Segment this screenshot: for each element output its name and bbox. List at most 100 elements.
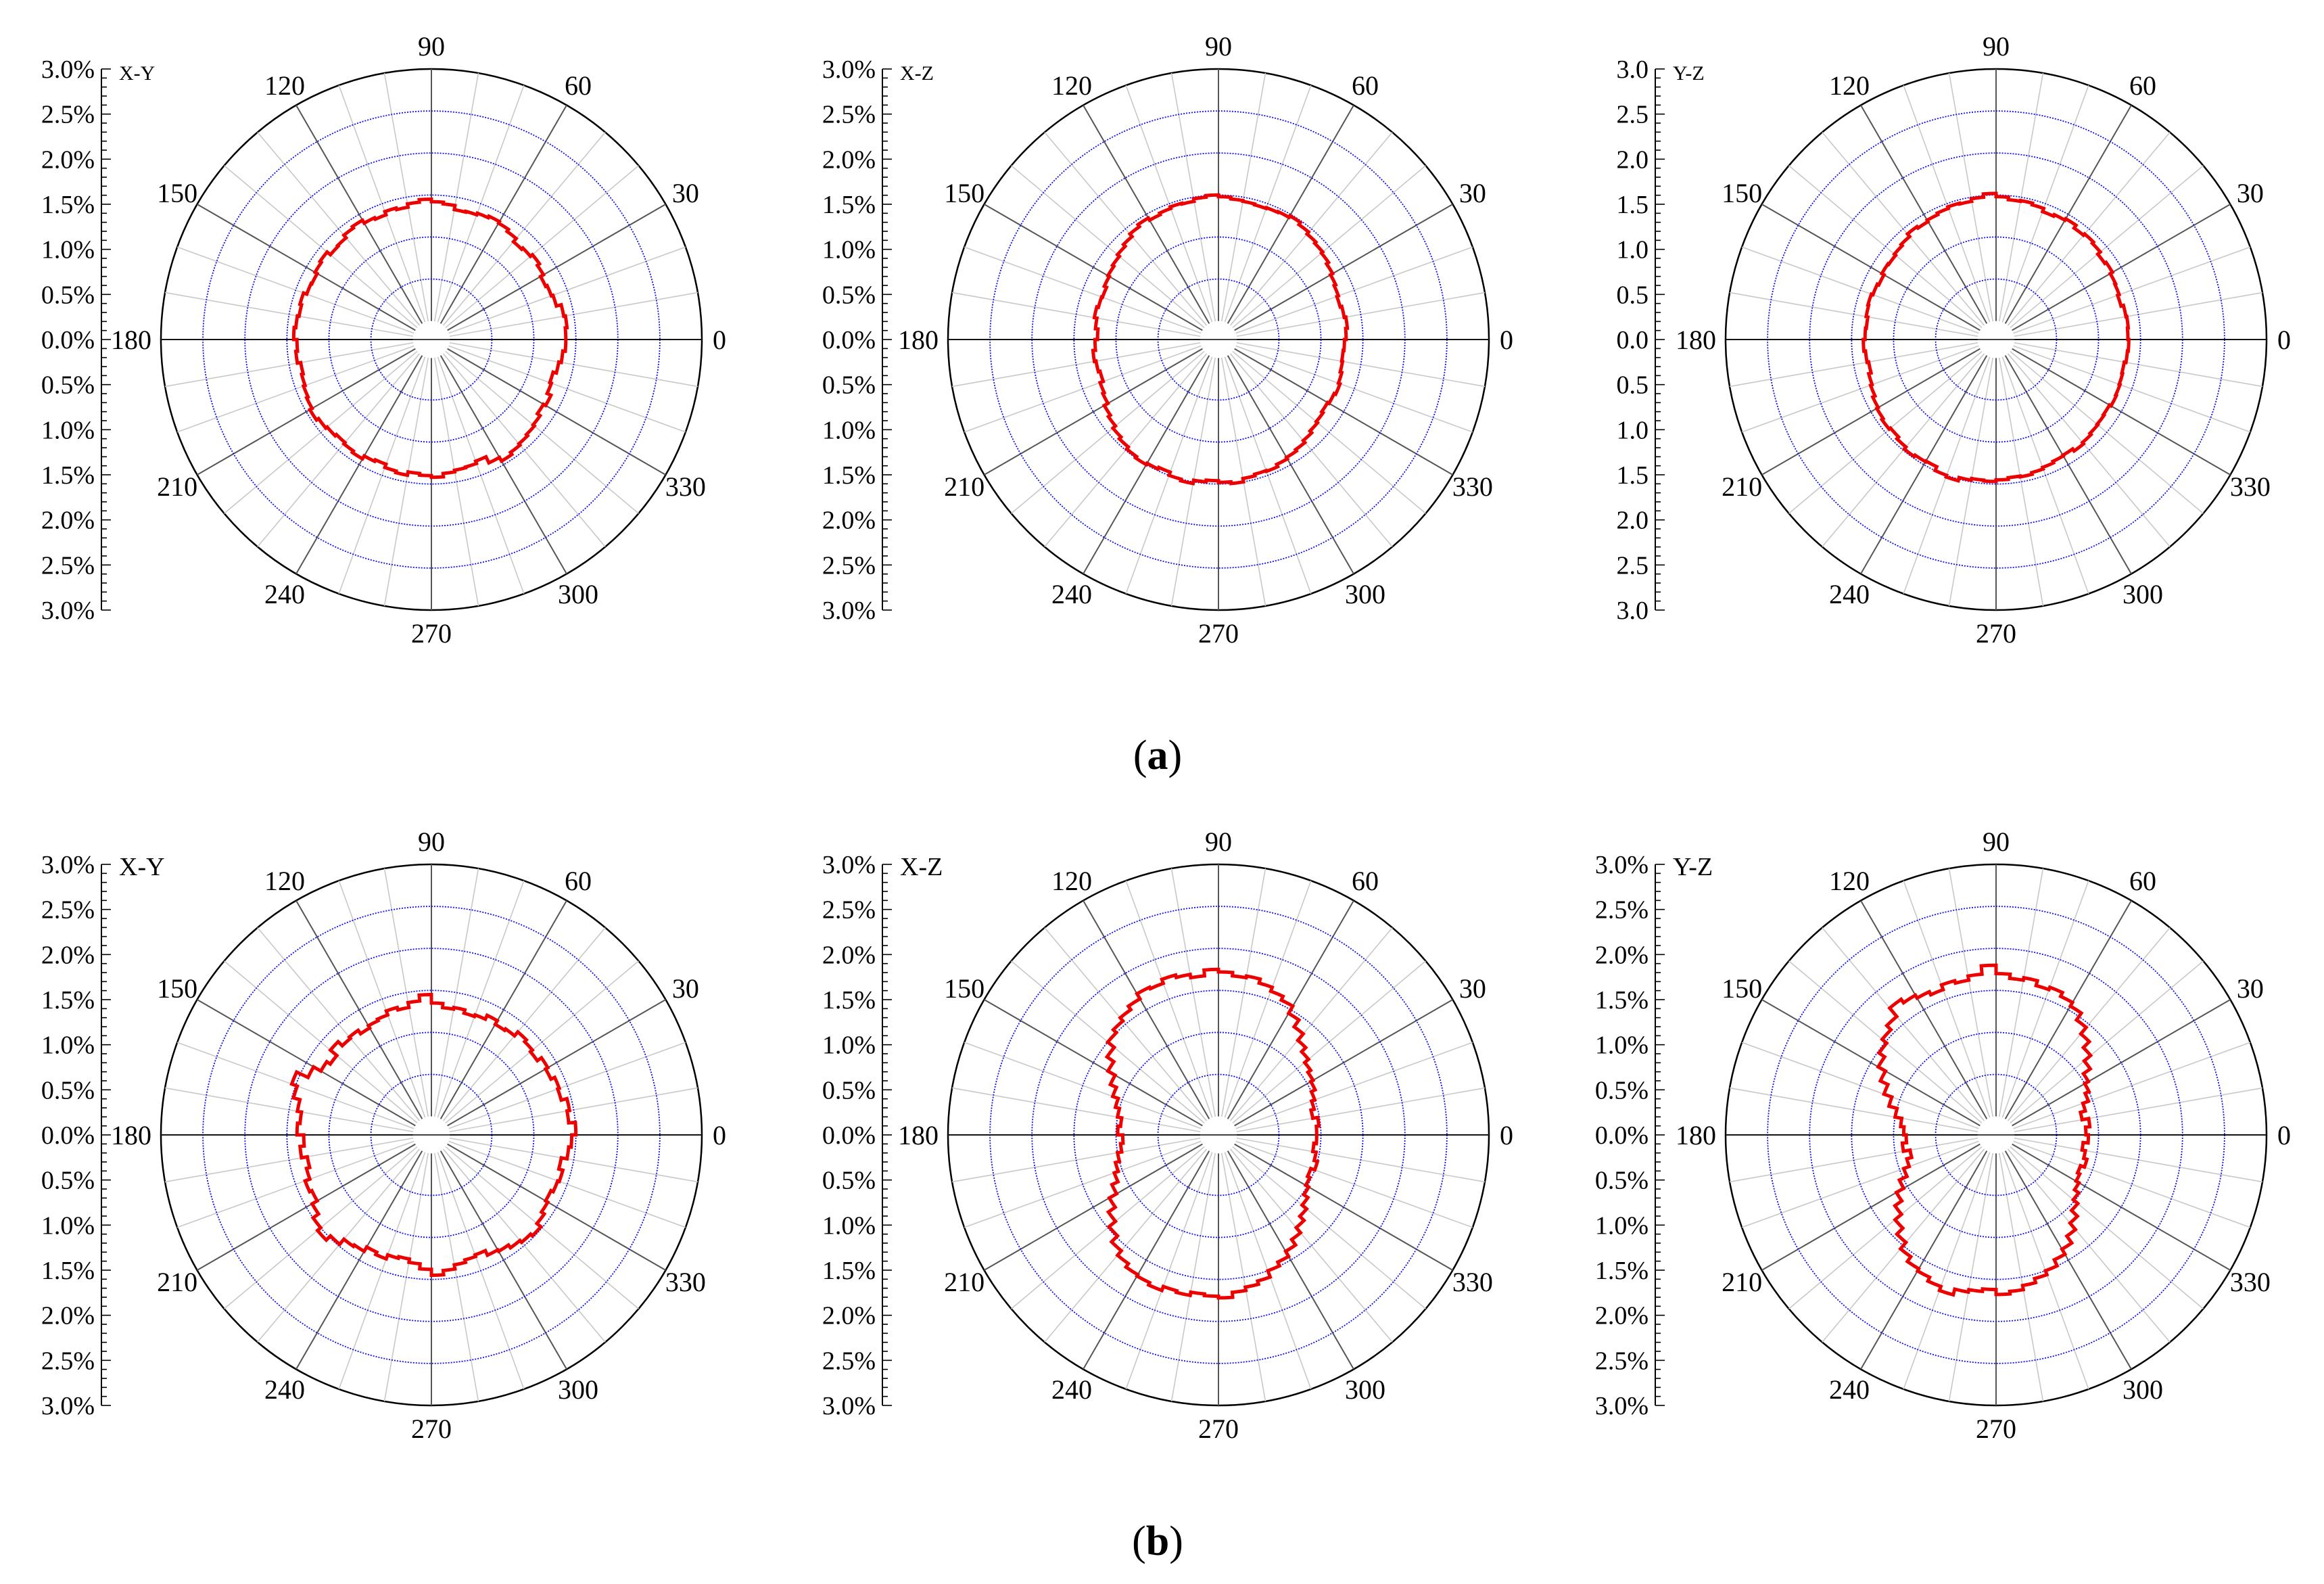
radial-tick-label: 2.0% xyxy=(41,145,95,174)
angle-label-300: 300 xyxy=(558,1374,598,1405)
radial-tick-label: 3.0% xyxy=(41,1392,95,1420)
angle-label-330: 330 xyxy=(665,1267,706,1297)
angle-label-0: 0 xyxy=(2277,325,2291,355)
plane-title: Y-Z xyxy=(1673,853,1713,881)
radial-tick-label: 2.0 xyxy=(1617,145,1649,174)
angle-label-330: 330 xyxy=(1452,471,1493,502)
rose-outline xyxy=(1876,963,2093,1297)
radial-tick-label: 0.0% xyxy=(41,326,95,354)
radial-tick-label: 2.0% xyxy=(1595,1302,1649,1330)
angle-label-60: 60 xyxy=(565,866,592,896)
radial-tick-label: 1.0% xyxy=(822,416,876,444)
angle-label-210: 210 xyxy=(1722,471,1762,502)
radial-tick-label: 0.0% xyxy=(822,1121,876,1150)
angle-label-180: 180 xyxy=(111,325,151,355)
angle-label-60: 60 xyxy=(1352,70,1379,101)
angle-label-0: 0 xyxy=(713,325,726,355)
radial-tick-label: 0.5 xyxy=(1617,281,1649,309)
rose-outline xyxy=(289,992,578,1278)
polar-chart-b-y-z: 0 30 60 90 120 150 180 210 240 270 300 330 3.0% 2.5% 2… xyxy=(1595,826,2291,1444)
panel-label-b: (b) xyxy=(1117,1518,1198,1566)
plane-title: X-Z xyxy=(900,853,943,881)
radial-tick-label: 1.5% xyxy=(41,1257,95,1285)
plane-title: X-Z xyxy=(900,62,934,85)
radial-tick-label: 2.5 xyxy=(1617,101,1649,129)
radial-tick-label: 2.0% xyxy=(1595,941,1649,969)
radial-tick-label: 1.5% xyxy=(41,191,95,219)
radial-tick-label: 1.5% xyxy=(41,461,95,490)
angle-label-150: 150 xyxy=(944,178,985,208)
angle-label-240: 240 xyxy=(1829,579,1870,609)
angle-label-210: 210 xyxy=(944,471,985,502)
angle-label-60: 60 xyxy=(1352,866,1379,896)
radial-tick-label: 2.5% xyxy=(822,896,876,925)
rose-outline xyxy=(1861,191,2131,484)
radial-tick-label: 3.0 xyxy=(1617,55,1649,84)
angle-label-90: 90 xyxy=(1983,31,2010,62)
radial-tick-label: 0.5% xyxy=(1595,1076,1649,1104)
angle-label-120: 120 xyxy=(1051,70,1092,101)
angle-label-240: 240 xyxy=(264,579,305,609)
angle-label-150: 150 xyxy=(944,973,985,1004)
polar-spoke-50 xyxy=(2007,927,2171,1121)
polar-chart-a-x-z: 0 30 60 90 120 150 180 210 240 270 300 330 3.0% 2.5% 2… xyxy=(822,31,1513,649)
radial-tick-label: 0.5% xyxy=(41,371,95,400)
radial-tick-label: 1.0% xyxy=(41,1211,95,1240)
angle-label-0: 0 xyxy=(2277,1120,2291,1150)
polar-spoke-50 xyxy=(2007,132,2171,326)
radial-tick-label: 0.5% xyxy=(41,1167,95,1195)
angle-label-270: 270 xyxy=(1198,1414,1239,1444)
radial-tick-label: 2.5% xyxy=(1595,1347,1649,1375)
angle-label-270: 270 xyxy=(1976,618,2016,649)
radial-tick-label: 2.5% xyxy=(41,101,95,129)
angle-label-270: 270 xyxy=(411,1414,452,1444)
angle-label-210: 210 xyxy=(157,1267,197,1297)
angle-label-240: 240 xyxy=(1051,579,1092,609)
angle-label-240: 240 xyxy=(264,1374,305,1405)
radial-tick-label: 1.0% xyxy=(1595,1211,1649,1240)
angle-label-30: 30 xyxy=(1459,973,1486,1004)
angle-label-270: 270 xyxy=(1198,618,1239,649)
rose-outline xyxy=(291,197,569,480)
panel-label-a-close: ) xyxy=(1168,732,1183,778)
radial-tick-label: 0.0% xyxy=(41,1121,95,1150)
angle-label-30: 30 xyxy=(2237,178,2264,208)
radial-tick-label: 2.5% xyxy=(822,1347,876,1375)
polar-spoke-50 xyxy=(442,927,606,1121)
angle-label-30: 30 xyxy=(2237,973,2264,1004)
radial-tick-label: 2.5% xyxy=(41,551,95,580)
polar-spoke-240 xyxy=(295,1150,423,1370)
radial-tick-label: 3.0% xyxy=(822,851,876,879)
plane-title: X-Y xyxy=(119,62,155,85)
angle-label-120: 120 xyxy=(264,70,305,101)
radial-tick-label: 0.5% xyxy=(41,1076,95,1104)
radial-tick-label: 0.5% xyxy=(822,1076,876,1104)
radial-tick-label: 3.0% xyxy=(822,1392,876,1420)
panel-label-a-letter: a xyxy=(1147,732,1168,778)
angle-label-120: 120 xyxy=(264,866,305,896)
radial-tick-label: 2.5% xyxy=(1595,896,1649,925)
radial-tick-label: 3.0% xyxy=(1595,1392,1649,1420)
panel-label-b-open: ( xyxy=(1132,1518,1146,1564)
panel-label-b-close: ) xyxy=(1169,1518,1183,1564)
angle-label-210: 210 xyxy=(157,471,197,502)
panel-label-a: (a) xyxy=(1117,732,1198,780)
angle-label-180: 180 xyxy=(1676,325,1716,355)
angle-label-90: 90 xyxy=(1983,826,2010,857)
angle-label-150: 150 xyxy=(1722,178,1762,208)
angle-label-210: 210 xyxy=(1722,1267,1762,1297)
polar-chart-b-x-y: 0 30 60 90 120 150 180 210 240 270 300 330 3.0% 2.5% 2… xyxy=(41,826,726,1444)
rose-outline xyxy=(1091,193,1350,486)
angle-label-330: 330 xyxy=(2230,1267,2271,1297)
radial-tick-label: 0.5% xyxy=(41,281,95,309)
polar-spoke-50 xyxy=(1229,927,1393,1121)
angle-label-240: 240 xyxy=(1829,1374,1870,1405)
polar-spoke-50 xyxy=(1229,132,1393,326)
radial-tick-label: 1.0% xyxy=(41,1031,95,1060)
radial-tick-label: 1.5% xyxy=(1595,986,1649,1015)
angle-label-330: 330 xyxy=(1452,1267,1493,1297)
radial-tick-label: 0.5 xyxy=(1617,371,1649,400)
radial-tick-label: 2.0% xyxy=(41,507,95,535)
panel-label-a-open: ( xyxy=(1133,732,1147,778)
radial-tick-label: 2.5% xyxy=(41,1347,95,1375)
